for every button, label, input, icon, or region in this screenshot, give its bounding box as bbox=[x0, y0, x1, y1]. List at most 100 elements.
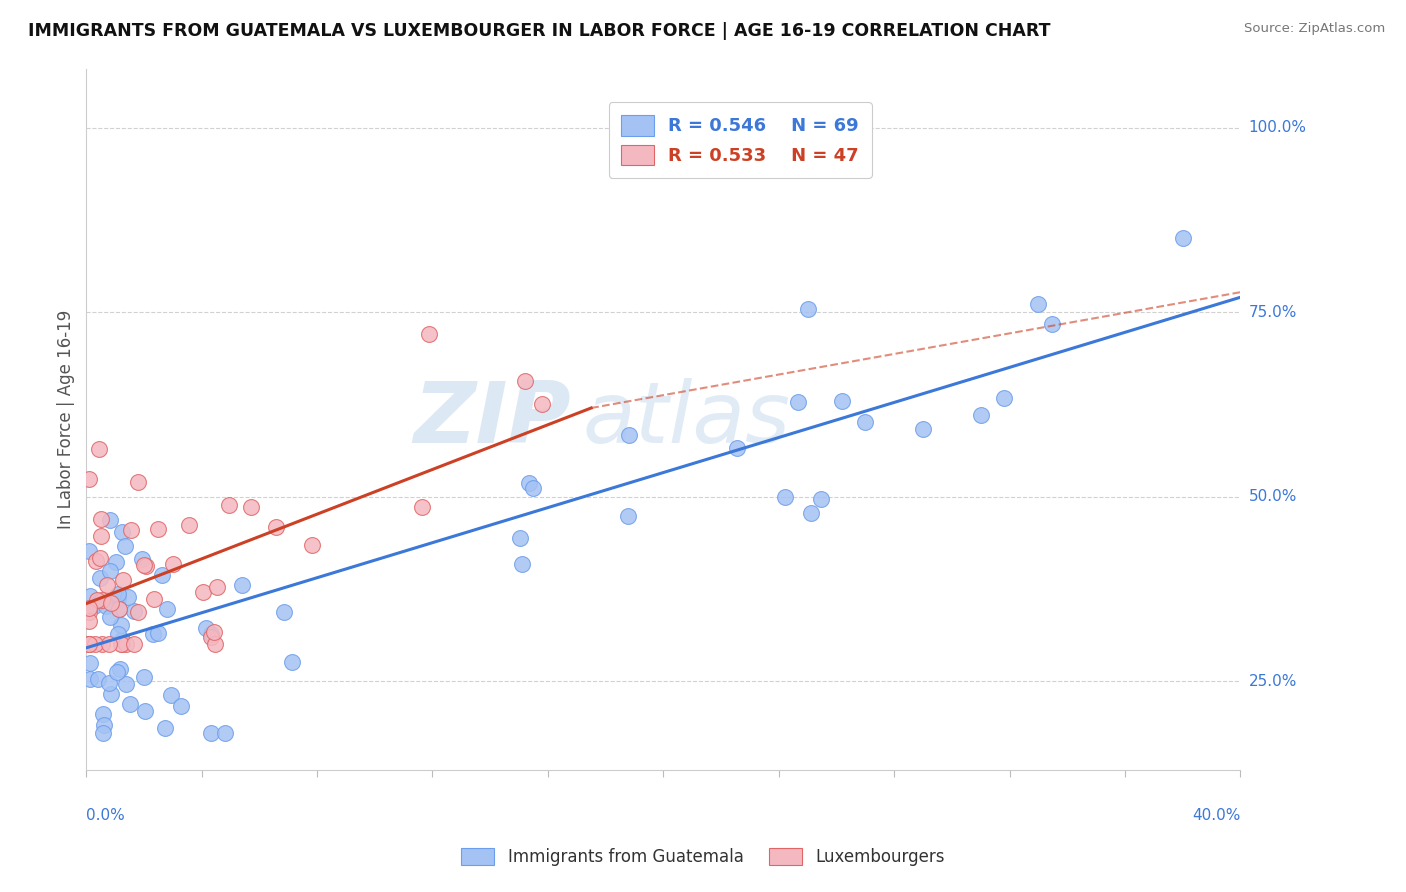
Point bbox=[1028, 297, 1050, 311]
Point bbox=[83, 637, 105, 651]
Point bbox=[617, 508, 640, 523]
Point bbox=[800, 507, 823, 521]
Point bbox=[725, 441, 748, 455]
Point bbox=[156, 602, 179, 616]
Point bbox=[110, 617, 132, 632]
Point bbox=[111, 637, 134, 651]
Text: Source: ZipAtlas.com: Source: ZipAtlas.com bbox=[1244, 22, 1385, 36]
Point bbox=[111, 524, 134, 539]
Point bbox=[89, 571, 111, 585]
Point bbox=[127, 475, 149, 490]
Point bbox=[100, 564, 122, 578]
Point bbox=[108, 602, 131, 616]
Point bbox=[831, 394, 853, 409]
Point bbox=[90, 511, 112, 525]
Text: ZIP: ZIP bbox=[413, 377, 571, 460]
Point bbox=[98, 609, 121, 624]
Point bbox=[87, 442, 110, 456]
Point bbox=[97, 637, 120, 651]
Point bbox=[160, 688, 183, 702]
Point bbox=[162, 558, 184, 572]
Point bbox=[207, 580, 229, 594]
Legend: R = 0.546    N = 69, R = 0.533    N = 47: R = 0.546 N = 69, R = 0.533 N = 47 bbox=[609, 102, 872, 178]
Point bbox=[79, 656, 101, 670]
Point bbox=[273, 606, 295, 620]
Point bbox=[218, 498, 240, 512]
Point bbox=[619, 428, 641, 442]
Point bbox=[122, 637, 145, 651]
Point bbox=[93, 718, 115, 732]
Point bbox=[107, 602, 129, 616]
Point bbox=[153, 722, 176, 736]
Point bbox=[91, 725, 114, 739]
Point bbox=[111, 632, 134, 647]
Point bbox=[281, 655, 304, 669]
Point bbox=[127, 605, 149, 619]
Point bbox=[191, 584, 214, 599]
Point bbox=[853, 416, 876, 430]
Point bbox=[84, 554, 107, 568]
Text: 40.0%: 40.0% bbox=[1192, 808, 1240, 823]
Point bbox=[239, 500, 262, 515]
Point bbox=[91, 593, 114, 607]
Point bbox=[993, 391, 1015, 405]
Point bbox=[94, 599, 117, 614]
Point bbox=[89, 551, 111, 566]
Text: 75.0%: 75.0% bbox=[1249, 304, 1296, 319]
Point bbox=[264, 520, 287, 534]
Point bbox=[509, 531, 531, 545]
Point bbox=[96, 577, 118, 591]
Text: 25.0%: 25.0% bbox=[1249, 673, 1296, 689]
Point bbox=[77, 544, 100, 558]
Point bbox=[87, 672, 110, 686]
Point bbox=[83, 599, 105, 613]
Point bbox=[77, 637, 100, 651]
Text: IMMIGRANTS FROM GUATEMALA VS LUXEMBOURGER IN LABOR FORCE | AGE 16-19 CORRELATION: IMMIGRANTS FROM GUATEMALA VS LUXEMBOURGE… bbox=[28, 22, 1050, 40]
Legend: Immigrants from Guatemala, Luxembourgers: Immigrants from Guatemala, Luxembourgers bbox=[453, 840, 953, 875]
Point bbox=[77, 606, 100, 620]
Point bbox=[142, 627, 165, 641]
Point bbox=[796, 301, 818, 316]
Point bbox=[142, 591, 165, 606]
Point bbox=[969, 408, 991, 422]
Point bbox=[170, 699, 193, 714]
Point bbox=[231, 577, 253, 591]
Point bbox=[146, 522, 169, 536]
Point bbox=[530, 396, 553, 410]
Point bbox=[100, 596, 122, 610]
Text: 0.0%: 0.0% bbox=[86, 808, 125, 823]
Point bbox=[148, 626, 170, 640]
Point bbox=[90, 636, 112, 650]
Text: 100.0%: 100.0% bbox=[1249, 120, 1306, 135]
Point bbox=[112, 573, 135, 587]
Point bbox=[114, 637, 136, 651]
Text: atlas: atlas bbox=[582, 377, 790, 460]
Point bbox=[1171, 231, 1194, 245]
Point bbox=[98, 513, 121, 527]
Point bbox=[418, 326, 440, 341]
Point bbox=[114, 539, 136, 553]
Point bbox=[86, 592, 108, 607]
Y-axis label: In Labor Force | Age 16-19: In Labor Force | Age 16-19 bbox=[58, 310, 75, 529]
Point bbox=[79, 672, 101, 686]
Point bbox=[120, 697, 142, 711]
Point bbox=[77, 637, 100, 651]
Point bbox=[204, 637, 226, 651]
Point bbox=[810, 491, 832, 506]
Point bbox=[100, 687, 122, 701]
Point bbox=[200, 725, 222, 739]
Point bbox=[77, 637, 100, 651]
Point bbox=[115, 676, 138, 690]
Point bbox=[97, 676, 120, 690]
Point bbox=[301, 538, 323, 552]
Point bbox=[179, 518, 201, 533]
Point bbox=[87, 594, 110, 608]
Point bbox=[110, 637, 132, 651]
Point bbox=[77, 600, 100, 615]
Point bbox=[107, 592, 129, 607]
Point bbox=[79, 589, 101, 603]
Point bbox=[135, 558, 157, 573]
Point bbox=[411, 500, 433, 514]
Point bbox=[105, 555, 128, 569]
Point bbox=[91, 706, 114, 721]
